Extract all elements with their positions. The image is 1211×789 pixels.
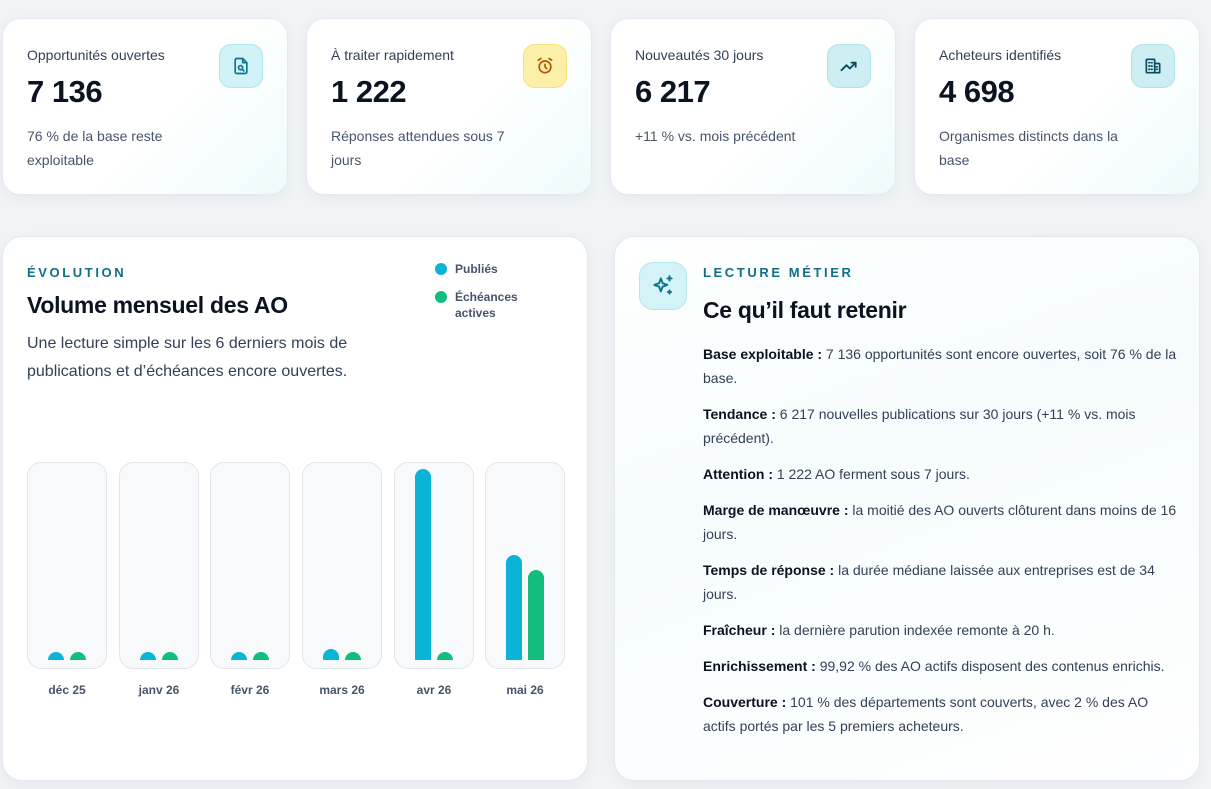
section-title: Volume mensuel des AO [27,292,288,318]
bar-active-deadlines [345,652,361,660]
kpi-subtitle: 76 % de la base reste exploitable [27,128,163,168]
kpi-label: Nouveautés 30 jours [635,47,764,63]
sparkles-icon [639,262,687,310]
insight-item: Couverture : 101 % des départements sont… [703,690,1181,738]
x-tick-label: avr 26 [416,683,452,697]
insights-list: Base exploitable : 7 136 opportunités so… [703,342,1181,750]
kpi-value: 7 136 [27,74,103,109]
chart-column [27,462,107,669]
insight-item: Fraîcheur : la dernière parution indexée… [703,618,1181,642]
legend-item-published: Publiés [435,261,555,277]
x-tick-label: mars 26 [319,683,365,697]
insight-label: Couverture : [703,694,787,710]
chart-legend: Publiés Échéances actives [435,261,555,333]
legend-swatch [435,291,447,303]
insight-text: 1 222 AO ferment sous 7 jours. [772,466,970,482]
bar-active-deadlines [162,652,178,660]
insight-label: Attention : [703,466,773,482]
building-icon [1131,44,1175,88]
insight-text: 101 % des départements sont couverts, av… [703,694,1149,734]
insight-text: 7 136 opportunités sont encore ouvertes,… [703,346,1177,386]
bar-published [140,652,156,660]
insight-label: Tendance : [703,406,776,422]
kpi-subtitle: Réponses attendues sous 7 jours [331,128,505,168]
bar-published [48,652,64,660]
insight-item: Marge de manœuvre : la moitié des AO ouv… [703,498,1181,546]
insight-label: Fraîcheur : [703,622,776,638]
alarm-clock-icon [523,44,567,88]
insight-item: Tendance : 6 217 nouvelles publications … [703,402,1181,450]
kpi-subtitle: Organismes distincts dans la base [939,128,1118,168]
x-tick-label: févr 26 [230,683,270,697]
insight-label: Enrichissement : [703,658,816,674]
bar-published [506,555,522,660]
section-eyebrow: ÉVOLUTION [27,265,127,280]
insight-text: 99,92 % des AO actifs disposent des cont… [815,658,1165,674]
kpi-label: À traiter rapidement [331,47,454,63]
kpi-card-open-opportunities: Opportunités ouvertes 7 136 76 % de la b… [2,18,288,195]
bar-active-deadlines [70,652,86,660]
kpi-label: Acheteurs identifiés [939,47,1062,63]
section-eyebrow: LECTURE MÉTIER [703,265,854,280]
insight-text: la dernière parution indexée remonte à 2… [775,622,1055,638]
trending-up-icon [827,44,871,88]
insight-label: Temps de réponse : [703,562,835,578]
bar-active-deadlines [528,570,544,660]
kpi-card-urgent: À traiter rapidement 1 222 Réponses atte… [306,18,592,195]
kpi-label: Opportunités ouvertes [27,47,165,63]
x-tick-label: mai 26 [506,683,544,697]
chart-column [302,462,382,669]
chart-column [394,462,474,669]
x-tick-label: déc 25 [48,683,86,697]
kpi-card-new-30-days: Nouveautés 30 jours 6 217 +11 % vs. mois… [610,18,896,195]
chart-column [210,462,290,669]
insight-label: Base exploitable : [703,346,823,362]
insight-label: Marge de manœuvre : [703,502,849,518]
insight-item: Enrichissement : 99,92 % des AO actifs d… [703,654,1181,678]
bar-active-deadlines [437,652,453,660]
kpi-value: 1 222 [331,74,407,109]
document-search-icon [219,44,263,88]
insight-text: la durée médiane laissée aux entreprises… [703,562,1155,602]
bar-published [323,649,339,660]
legend-label: Publiés [455,262,498,276]
x-tick-label: janv 26 [138,683,180,697]
legend-item-active-deadlines: Échéances actives [435,289,555,321]
chart-column [119,462,199,669]
insight-item: Attention : 1 222 AO ferment sous 7 jour… [703,462,1181,486]
bar-active-deadlines [253,652,269,660]
kpi-value: 4 698 [939,74,1015,109]
insight-item: Base exploitable : 7 136 opportunités so… [703,342,1181,390]
kpi-card-buyers: Acheteurs identifiés 4 698 Organismes di… [914,18,1200,195]
legend-label: Échéances actives [455,290,518,320]
kpi-value: 6 217 [635,74,711,109]
bar-published [415,469,431,660]
bar-published [231,652,247,660]
insights-panel: LECTURE MÉTIER Ce qu’il faut retenir Bas… [614,236,1200,781]
chart-column [485,462,565,669]
section-title: Ce qu’il faut retenir [703,297,907,323]
kpi-subtitle: +11 % vs. mois précédent [635,128,796,144]
legend-swatch [435,263,447,275]
insight-item: Temps de réponse : la durée médiane lais… [703,558,1181,606]
section-description: Une lecture simple sur les 6 derniers mo… [27,335,348,380]
insight-text: 6 217 nouvelles publications sur 30 jour… [703,406,1136,446]
evolution-panel: ÉVOLUTION Volume mensuel des AO Une lect… [2,236,588,781]
insight-text: la moitié des AO ouverts clôturent dans … [703,502,1177,542]
